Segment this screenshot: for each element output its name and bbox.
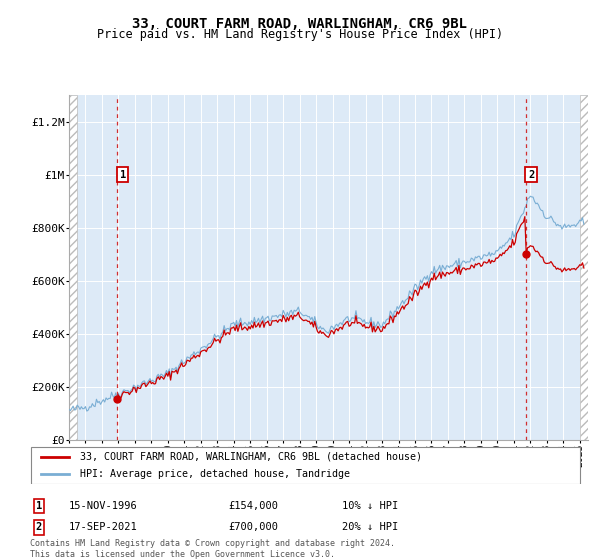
Text: 15-NOV-1996: 15-NOV-1996 [69, 501, 138, 511]
Text: 17-SEP-2021: 17-SEP-2021 [69, 522, 138, 533]
Text: £700,000: £700,000 [228, 522, 278, 533]
Text: 33, COURT FARM ROAD, WARLINGHAM, CR6 9BL (detached house): 33, COURT FARM ROAD, WARLINGHAM, CR6 9BL… [80, 451, 422, 461]
Text: 1: 1 [36, 501, 42, 511]
Text: 1: 1 [119, 170, 126, 180]
Text: Price paid vs. HM Land Registry's House Price Index (HPI): Price paid vs. HM Land Registry's House … [97, 28, 503, 41]
Text: HPI: Average price, detached house, Tandridge: HPI: Average price, detached house, Tand… [80, 469, 350, 479]
Bar [69, 95, 77, 440]
Text: Contains HM Land Registry data © Crown copyright and database right 2024.
This d: Contains HM Land Registry data © Crown c… [30, 539, 395, 559]
FancyBboxPatch shape [31, 447, 580, 484]
Text: 2: 2 [36, 522, 42, 533]
Text: 33, COURT FARM ROAD, WARLINGHAM, CR6 9BL: 33, COURT FARM ROAD, WARLINGHAM, CR6 9BL [133, 17, 467, 31]
Text: 10% ↓ HPI: 10% ↓ HPI [342, 501, 398, 511]
Bar [580, 95, 590, 440]
Text: 20% ↓ HPI: 20% ↓ HPI [342, 522, 398, 533]
Text: £154,000: £154,000 [228, 501, 278, 511]
Text: 2: 2 [528, 170, 534, 180]
